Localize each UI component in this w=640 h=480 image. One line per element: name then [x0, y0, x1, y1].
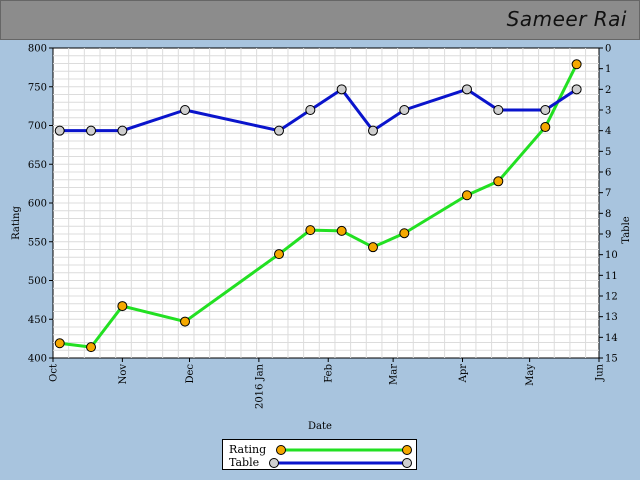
y2-tick-label: 3 — [605, 106, 611, 117]
data-point-table — [274, 125, 285, 136]
legend-marker-rating-start — [276, 445, 286, 455]
legend-label-rating: Rating — [229, 443, 267, 456]
legend-swatch-table — [269, 458, 412, 468]
data-point-table — [399, 105, 410, 115]
data-point-table — [117, 125, 128, 136]
data-point-rating — [493, 176, 504, 187]
y2-tick-label: 12 — [605, 292, 618, 303]
y2-tick-label: 1 — [605, 64, 611, 75]
x-tick-label: Oct — [49, 364, 60, 382]
y2-tick-label: 9 — [605, 230, 611, 241]
x-axis-label: Date — [308, 421, 332, 432]
y-tick-label: 500 — [28, 276, 47, 287]
x-tick-label: Mar — [389, 364, 400, 385]
legend-marker-rating-end — [402, 445, 412, 455]
data-point-rating — [180, 316, 191, 327]
data-point-rating — [305, 225, 316, 236]
legend-label-table: Table — [229, 456, 260, 469]
data-point-rating — [274, 249, 285, 260]
data-point-table — [86, 125, 97, 136]
y2-axis-label: Table — [621, 216, 632, 243]
data-point-table — [493, 105, 504, 115]
data-point-table — [367, 125, 378, 136]
y2-tick-label: 4 — [605, 126, 611, 137]
data-point-rating — [571, 59, 582, 70]
y2-tick-label: 5 — [605, 147, 611, 158]
x-tick-label: May — [525, 364, 536, 386]
y2-tick-label: 2 — [605, 85, 611, 96]
header-bar: Sameer Rai — [0, 0, 640, 40]
y-axis-label: Rating — [11, 206, 22, 240]
data-point-rating — [117, 301, 128, 312]
y-tick-label: 750 — [28, 82, 47, 93]
y-tick-label: 450 — [28, 315, 47, 326]
data-point-rating — [540, 122, 551, 133]
x-tick-label: Feb — [324, 364, 335, 383]
series-layer — [54, 59, 582, 353]
data-point-rating — [86, 342, 97, 353]
data-point-rating — [367, 242, 378, 253]
data-point-rating — [54, 338, 65, 349]
legend-marker-table-end — [402, 458, 412, 468]
y-tick-label: 550 — [28, 237, 47, 248]
legend-item-rating: Rating — [229, 443, 414, 457]
data-point-rating — [399, 228, 410, 239]
x-tick-label: Jun — [595, 363, 606, 381]
legend: Rating Table — [222, 439, 417, 470]
x-tick-label: Dec — [185, 364, 196, 384]
legend-swatch-rating — [276, 445, 412, 455]
data-point-rating — [336, 225, 347, 236]
y-tick-label: 800 — [28, 44, 47, 55]
data-point-table — [540, 105, 551, 115]
data-point-table — [461, 84, 472, 95]
player-name: Sameer Rai — [506, 7, 627, 31]
y2-tick-label: 10 — [605, 250, 618, 261]
y2-tick-label: 13 — [605, 312, 618, 323]
y2-tick-label: 15 — [605, 354, 618, 365]
y2-tick-label: 7 — [605, 188, 611, 199]
legend-item-table: Table — [229, 456, 414, 470]
data-point-table — [305, 105, 316, 115]
y-tick-label: 650 — [28, 160, 47, 171]
y2-tick-label: 14 — [605, 333, 618, 344]
x-tick-label: Apr — [458, 364, 469, 384]
y-tick-label: 700 — [28, 121, 47, 132]
data-point-table — [180, 105, 191, 115]
x-tick-label: 2016 Jan — [254, 363, 265, 409]
x-tick-label: Nov — [118, 364, 129, 385]
data-point-rating — [461, 190, 472, 201]
grid-lines — [53, 48, 599, 358]
y-tick-label: 600 — [28, 199, 47, 210]
y2-tick-label: 11 — [605, 271, 618, 282]
y-tick-label: 400 — [28, 354, 47, 365]
data-point-table — [571, 84, 582, 95]
legend-marker-table-start — [269, 458, 279, 468]
data-point-table — [54, 125, 65, 136]
y2-tick-label: 6 — [605, 168, 611, 179]
data-point-table — [336, 84, 347, 95]
y2-tick-label: 0 — [605, 44, 611, 55]
y2-tick-label: 8 — [605, 209, 611, 220]
